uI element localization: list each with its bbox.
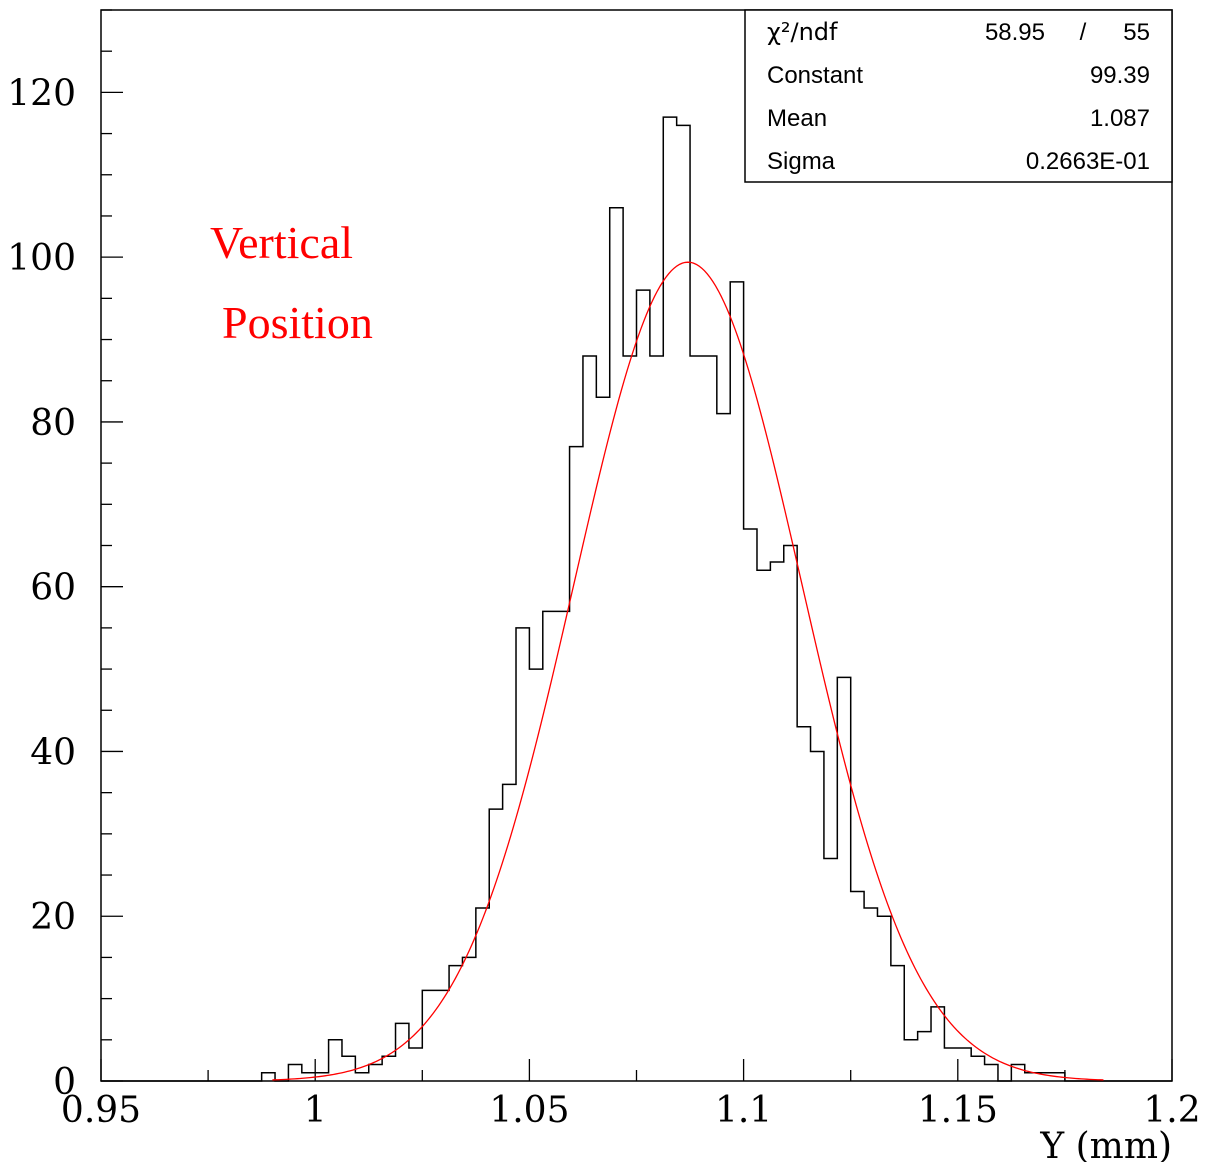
x-tick-label: 1.15 — [918, 1090, 998, 1131]
y-axis-tick-labels: 0 20 40 60 80 100 120 — [7, 73, 76, 1103]
x-axis-label: Y (mm) — [1039, 1126, 1172, 1162]
x-tick-label: 1.05 — [489, 1090, 569, 1131]
stats-box-frame — [744, 9, 1173, 183]
stats-sigma-value: 0.2663E-01 — [1026, 148, 1150, 175]
x-tick-label: 1.1 — [715, 1090, 772, 1131]
stats-chi-label: χ²/ndf — [767, 18, 838, 46]
stats-chi-value: 58.95 — [985, 19, 1045, 46]
y-tick-label: 40 — [30, 732, 76, 773]
y-tick-label: 20 — [30, 897, 76, 938]
stats-constant-value: 99.39 — [1090, 62, 1150, 89]
annotation-line-2: Position — [222, 297, 373, 348]
stats-chi-separator: / — [1080, 19, 1087, 46]
stats-constant-label: Constant — [767, 62, 863, 89]
stats-mean-label: Mean — [767, 105, 827, 132]
annotation-line-1: Vertical — [210, 217, 353, 268]
stats-sigma-label: Sigma — [767, 148, 836, 175]
x-tick-label: 0.95 — [61, 1090, 141, 1131]
x-axis-ticks — [100, 1059, 1173, 1081]
y-tick-label: 60 — [30, 568, 76, 609]
y-axis-ticks — [101, 9, 123, 1082]
y-tick-label: 80 — [30, 403, 76, 444]
fit-stats-box: χ²/ndf 58.95 / 55 Constant 99.39 Mean 1.… — [744, 9, 1173, 183]
stats-mean-value: 1.087 — [1090, 105, 1150, 132]
x-axis-tick-labels: 0.95 1 1.05 1.1 1.15 1.2 — [61, 1090, 1201, 1131]
x-tick-label: 1 — [304, 1090, 327, 1131]
x-tick-label: 1.2 — [1143, 1090, 1200, 1131]
gaussian-fit-curve — [272, 261, 1104, 1081]
y-tick-label: 120 — [7, 73, 76, 114]
y-tick-label: 100 — [7, 238, 76, 279]
y-tick-label: 0 — [53, 1062, 76, 1103]
stats-ndf-value: 55 — [1123, 19, 1150, 46]
plot-annotation: Vertical Position — [210, 217, 373, 348]
